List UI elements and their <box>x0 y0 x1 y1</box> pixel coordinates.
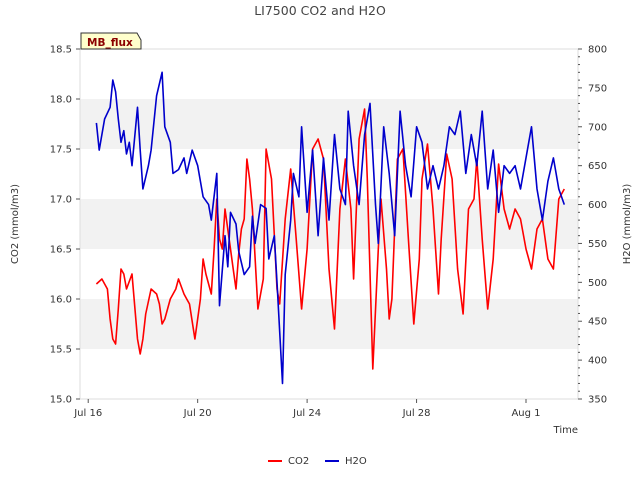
y2-tick-label: 700 <box>588 122 607 133</box>
site-badge: MB_flux <box>80 32 142 50</box>
y-tick-label: 15.5 <box>50 345 72 356</box>
y2-tick-label: 650 <box>588 161 607 172</box>
grid-band <box>80 99 578 149</box>
legend: CO2 H2O <box>268 456 367 467</box>
series-line-h2o <box>95 71 566 385</box>
y-tick-label: 17.0 <box>50 195 72 206</box>
y2-tick-label: 350 <box>588 395 607 406</box>
x-axis-title: Time <box>553 425 578 436</box>
grid-band <box>80 299 578 349</box>
site-badge-label: MB_flux <box>87 37 133 49</box>
y-tick-label: 16.0 <box>50 295 72 306</box>
y-tick-label: 17.5 <box>50 145 72 156</box>
series-line-co2 <box>95 108 566 370</box>
series-layer <box>95 71 566 385</box>
y2-tick-label: 550 <box>588 239 607 250</box>
legend-h2o-label: H2O <box>345 456 367 467</box>
y2-tick-label: 500 <box>588 278 607 289</box>
x-tick-label: Aug 1 <box>511 408 540 419</box>
y2-tick-label: 750 <box>588 83 607 94</box>
y-tick-label: 18.5 <box>50 45 72 56</box>
y-tick-label: 15.0 <box>50 395 72 406</box>
y-tick-label: 16.5 <box>50 245 72 256</box>
legend-co2-label: CO2 <box>288 456 309 467</box>
y-tick-label: 18.0 <box>50 95 72 106</box>
x-tick-label: Jul 24 <box>292 408 321 419</box>
y-axis-title: CO2 (mmol/m3) <box>10 184 21 264</box>
x-tick-label: Jul 20 <box>183 408 212 419</box>
x-tick-label: Jul 28 <box>402 408 431 419</box>
y2-tick-label: 450 <box>588 317 607 328</box>
y2-tick-label: 400 <box>588 356 607 367</box>
plot-frame <box>79 48 579 400</box>
chart-title: LI7500 CO2 and H2O <box>254 3 386 18</box>
y2-axis-title: H2O (mmol/m3) <box>622 184 633 265</box>
background-bands <box>80 99 578 349</box>
axes-layer: 15.0 15.5 16.0 16.5 17.0 17.5 18.0 18.5 350 400 45… <box>50 45 607 420</box>
y2-tick-label: 600 <box>588 200 607 211</box>
x-tick-label: Jul 16 <box>73 408 102 419</box>
y2-tick-label: 800 <box>588 45 607 56</box>
